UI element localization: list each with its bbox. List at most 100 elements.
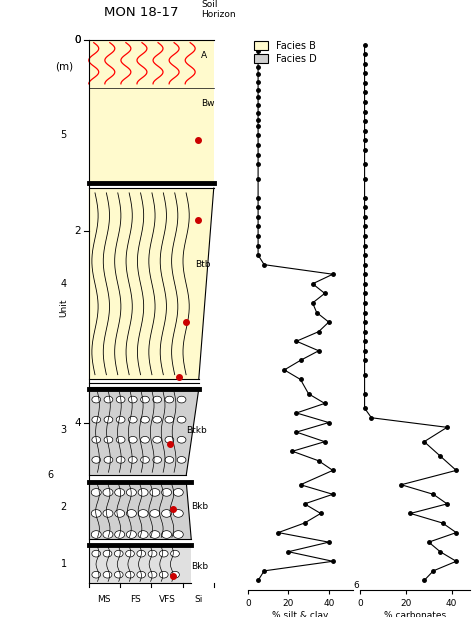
Polygon shape — [89, 482, 191, 539]
Circle shape — [141, 396, 149, 403]
Text: MS: MS — [98, 595, 111, 604]
X-axis label: % carbonates: % carbonates — [384, 611, 446, 617]
Circle shape — [114, 550, 123, 557]
Circle shape — [116, 436, 125, 443]
Text: VFS: VFS — [158, 595, 175, 604]
Circle shape — [127, 489, 137, 496]
Circle shape — [115, 489, 125, 496]
Text: Bw: Bw — [201, 99, 215, 108]
Circle shape — [128, 396, 137, 403]
Text: Si: Si — [194, 595, 202, 604]
Circle shape — [148, 550, 157, 557]
Circle shape — [91, 510, 101, 517]
Circle shape — [171, 550, 179, 557]
Text: 6: 6 — [47, 470, 53, 480]
Circle shape — [177, 396, 186, 403]
Circle shape — [92, 396, 100, 403]
Circle shape — [150, 531, 160, 538]
Circle shape — [138, 510, 148, 517]
Circle shape — [138, 531, 148, 538]
Circle shape — [103, 531, 113, 538]
Circle shape — [103, 489, 113, 496]
Circle shape — [162, 510, 172, 517]
Circle shape — [92, 571, 100, 578]
Circle shape — [159, 550, 168, 557]
Text: 1: 1 — [61, 559, 67, 569]
Circle shape — [104, 436, 113, 443]
Circle shape — [150, 510, 160, 517]
Circle shape — [92, 436, 100, 443]
Circle shape — [177, 436, 186, 443]
Text: Bkb: Bkb — [191, 561, 209, 571]
Circle shape — [173, 531, 183, 538]
Circle shape — [116, 416, 125, 423]
Circle shape — [116, 396, 125, 403]
Circle shape — [91, 531, 101, 538]
Circle shape — [92, 457, 100, 463]
Circle shape — [92, 550, 100, 557]
Circle shape — [171, 571, 179, 578]
Circle shape — [128, 436, 137, 443]
Circle shape — [153, 396, 162, 403]
Circle shape — [128, 457, 137, 463]
Circle shape — [104, 416, 113, 423]
Polygon shape — [89, 188, 214, 379]
Circle shape — [173, 489, 183, 496]
Text: 0: 0 — [75, 35, 81, 45]
Circle shape — [137, 571, 146, 578]
Circle shape — [114, 571, 123, 578]
Text: FS: FS — [130, 595, 141, 604]
Polygon shape — [89, 545, 191, 583]
Text: Bkb: Bkb — [191, 502, 209, 511]
Circle shape — [148, 571, 157, 578]
Circle shape — [126, 550, 134, 557]
Circle shape — [126, 571, 134, 578]
Circle shape — [137, 550, 146, 557]
Circle shape — [153, 416, 162, 423]
Circle shape — [103, 510, 113, 517]
Circle shape — [141, 416, 149, 423]
Text: Btkb: Btkb — [186, 426, 207, 435]
Circle shape — [115, 510, 125, 517]
Circle shape — [138, 489, 148, 496]
Circle shape — [177, 457, 186, 463]
Circle shape — [141, 436, 149, 443]
Circle shape — [127, 531, 137, 538]
Circle shape — [150, 489, 160, 496]
Text: Unit: Unit — [59, 299, 68, 317]
Circle shape — [104, 396, 113, 403]
Circle shape — [173, 510, 183, 517]
Circle shape — [162, 489, 172, 496]
Text: Btb: Btb — [195, 260, 210, 269]
X-axis label: % silt & clay: % silt & clay — [272, 611, 328, 617]
Circle shape — [104, 457, 113, 463]
Text: 0: 0 — [75, 35, 81, 45]
Circle shape — [115, 531, 125, 538]
Text: (m): (m) — [55, 62, 74, 72]
Text: Soil
Horizon: Soil Horizon — [201, 0, 236, 19]
Circle shape — [153, 457, 162, 463]
Circle shape — [165, 396, 174, 403]
Text: 4: 4 — [74, 418, 81, 428]
Circle shape — [162, 531, 172, 538]
Circle shape — [165, 457, 174, 463]
Circle shape — [159, 571, 168, 578]
Circle shape — [103, 550, 112, 557]
Text: 5: 5 — [61, 130, 67, 141]
Circle shape — [92, 416, 100, 423]
Text: MON 18-17: MON 18-17 — [104, 6, 179, 19]
Circle shape — [127, 510, 137, 517]
Circle shape — [103, 571, 112, 578]
Circle shape — [141, 457, 149, 463]
Circle shape — [165, 436, 174, 443]
Circle shape — [116, 457, 125, 463]
Polygon shape — [89, 39, 214, 183]
Text: A: A — [201, 51, 207, 60]
Legend: Facies B, Facies D: Facies B, Facies D — [253, 40, 318, 65]
Circle shape — [177, 416, 186, 423]
Text: 4: 4 — [61, 279, 67, 289]
Text: 2: 2 — [61, 502, 67, 511]
Text: 2: 2 — [74, 226, 81, 236]
Circle shape — [165, 416, 174, 423]
Circle shape — [91, 489, 101, 496]
